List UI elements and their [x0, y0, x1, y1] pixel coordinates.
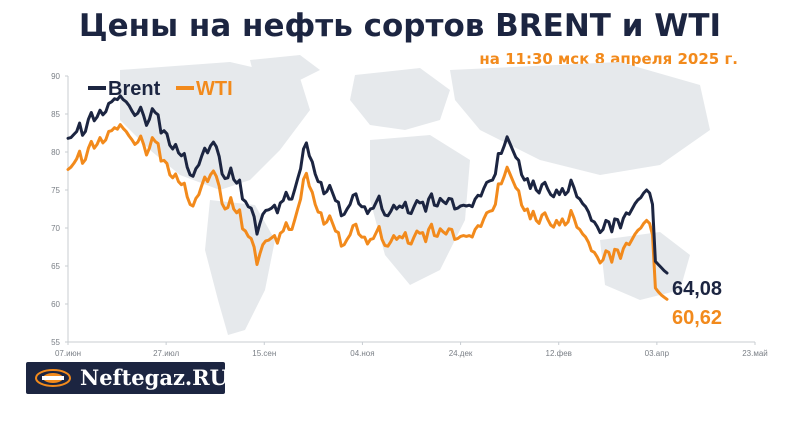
- end-labels: 64,08 60,62: [672, 278, 722, 329]
- x-tick-label: 04.ноя: [350, 349, 374, 358]
- y-tick-label: 65: [51, 262, 60, 271]
- series-layer: [66, 94, 669, 301]
- y-tick-label: 55: [51, 338, 60, 347]
- y-tick-label: 90: [51, 72, 60, 81]
- series-line-wti: [66, 123, 669, 301]
- end-value-wti: 60,62: [672, 307, 722, 329]
- y-tick-label: 80: [51, 148, 60, 157]
- chart-subtitle: на 11:30 мск 8 апреля 2025 г.: [479, 50, 738, 68]
- x-tick-label: 03.апр: [645, 349, 670, 358]
- logo-emblem-icon: [35, 369, 71, 387]
- x-tick-label: 07.июн: [55, 349, 81, 358]
- y-tick-label: 70: [51, 224, 60, 233]
- y-tick-label: 60: [51, 300, 60, 309]
- x-tick-label: 27.июл: [153, 349, 179, 358]
- end-value-brent: 64,08: [672, 278, 722, 300]
- axes: 90 85 80 75 70 65 60 55 07.июн 27.июл 15.сен 04.ноя…: [51, 72, 768, 358]
- x-tick-label: 23.май: [742, 349, 768, 358]
- x-tick-label: 12.фев: [546, 349, 572, 358]
- logo-text: Neftegaz.RU: [80, 365, 228, 390]
- legend-label-wti: WTI: [196, 78, 233, 100]
- chart-title: Цены на нефть сортов BRENT и WTI: [78, 8, 722, 44]
- x-tick-label: 24.дек: [449, 349, 473, 358]
- x-tick-label: 15.сен: [252, 349, 276, 358]
- legend: Brent WTI: [88, 78, 233, 100]
- y-tick-label: 85: [51, 110, 60, 119]
- neftegaz-logo: Neftegaz.RU: [26, 362, 228, 394]
- legend-label-brent: Brent: [108, 78, 161, 100]
- series-line-brent: [66, 94, 669, 275]
- y-tick-label: 75: [51, 186, 60, 195]
